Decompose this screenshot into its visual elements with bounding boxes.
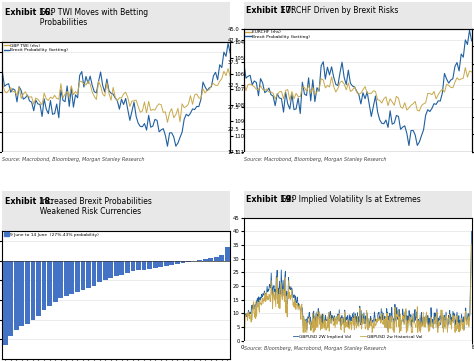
GBPUSD 2w Historical Vol	[350, 316, 356, 320]
Bar	[114, 261, 118, 277]
Bar	[158, 261, 163, 266]
GBPUSD 2W Implied Vol	[377, 315, 383, 319]
GBPUSD 2W Implied Vol	[241, 317, 246, 322]
Bar	[47, 261, 52, 306]
Bar	[75, 261, 80, 292]
Legend: EURCHF (rhs), Brexit Probability (betting): EURCHF (rhs), Brexit Probability (bettin…	[245, 30, 310, 39]
Text: Exhibit 17:: Exhibit 17:	[246, 6, 294, 15]
Line: GBPUSD 2W Implied Vol: GBPUSD 2W Implied Vol	[244, 231, 472, 330]
Bar	[170, 261, 174, 265]
Bar	[86, 261, 91, 288]
Text: GBP Implied Volatility Is at Extremes: GBP Implied Volatility Is at Extremes	[276, 195, 421, 204]
Bar	[9, 261, 13, 335]
Text: GBP TWI Moves with Betting
  Probabilities: GBP TWI Moves with Betting Probabilities	[35, 8, 148, 27]
GBPUSD 2w Historical Vol	[241, 318, 246, 323]
Bar	[147, 261, 152, 269]
Bar	[197, 260, 202, 261]
Bar	[19, 261, 24, 326]
Bar	[97, 261, 102, 282]
Bar	[130, 261, 135, 271]
GBPUSD 2W Implied Vol	[350, 312, 356, 316]
Bar	[14, 261, 18, 330]
Bar	[225, 247, 230, 261]
GBPUSD 2W Implied Vol	[365, 319, 370, 323]
Bar	[91, 261, 96, 286]
Bar	[109, 261, 113, 278]
Bar	[53, 261, 57, 302]
Bar	[81, 261, 85, 290]
Bar	[25, 261, 30, 324]
Bar	[142, 261, 146, 270]
Bar	[164, 261, 169, 266]
GBPUSD 2W Implied Vol	[428, 305, 434, 310]
Bar	[181, 261, 185, 262]
Bar	[58, 261, 63, 298]
Bar	[36, 261, 41, 316]
GBPUSD 2W Implied Vol	[464, 319, 469, 324]
GBPUSD 2W Implied Vol	[469, 229, 474, 234]
Bar	[136, 261, 141, 270]
Bar	[186, 261, 191, 262]
Text: EURCHF Driven by Brexit Risks: EURCHF Driven by Brexit Risks	[276, 6, 399, 15]
Bar	[42, 261, 46, 310]
Bar	[153, 261, 157, 268]
Legend: GBP TWI (rhs), Brexit Probability (betting): GBP TWI (rhs), Brexit Probability (betti…	[3, 43, 69, 53]
Bar	[203, 259, 208, 261]
Legend: GBPUSD 2W Implied Vol, GBPUSD 2w Historical Vol: GBPUSD 2W Implied Vol, GBPUSD 2w Histori…	[292, 334, 423, 339]
Bar	[3, 261, 8, 345]
Bar	[30, 261, 35, 320]
Bar	[64, 261, 69, 296]
Bar	[214, 257, 219, 261]
GBPUSD 2w Historical Vol	[377, 318, 383, 322]
Bar	[175, 261, 180, 264]
Text: Exhibit 19:: Exhibit 19:	[246, 195, 294, 204]
GBPUSD 2w Historical Vol	[351, 316, 357, 321]
GBPUSD 2w Historical Vol	[428, 315, 434, 319]
Bar	[103, 261, 108, 280]
GBPUSD 2w Historical Vol	[469, 243, 474, 247]
Text: Source: Bloomberg, Macrobond, Morgan Stanley Research: Source: Bloomberg, Macrobond, Morgan Sta…	[244, 346, 386, 351]
Legend: 9 June to 14 June  (27%-43% probability): 9 June to 14 June (27%-43% probability)	[3, 232, 100, 237]
Line: GBPUSD 2w Historical Vol: GBPUSD 2w Historical Vol	[244, 245, 472, 332]
Text: Exhibit 16:: Exhibit 16:	[5, 8, 53, 17]
Bar	[125, 261, 130, 273]
GBPUSD 2W Implied Vol	[351, 310, 357, 314]
Text: Increased Brexit Probabilities
  Weakened Risk Currencies: Increased Brexit Probabilities Weakened …	[35, 197, 152, 216]
Bar	[70, 261, 74, 294]
GBPUSD 2w Historical Vol	[301, 330, 306, 335]
Text: Exhibit 18:: Exhibit 18:	[5, 197, 53, 206]
GBPUSD 2w Historical Vol	[464, 323, 469, 327]
Bar	[209, 258, 213, 261]
GBPUSD 2W Implied Vol	[304, 327, 310, 332]
Bar	[119, 261, 124, 275]
Text: Source: Macrobond, Bloomberg, Morgan Stanley Research: Source: Macrobond, Bloomberg, Morgan Sta…	[2, 157, 145, 162]
Text: Source: Macrobond, Bloomberg, Morgan Stanley Research: Source: Macrobond, Bloomberg, Morgan Sta…	[244, 157, 386, 162]
GBPUSD 2w Historical Vol	[365, 323, 370, 327]
Bar	[219, 255, 224, 261]
